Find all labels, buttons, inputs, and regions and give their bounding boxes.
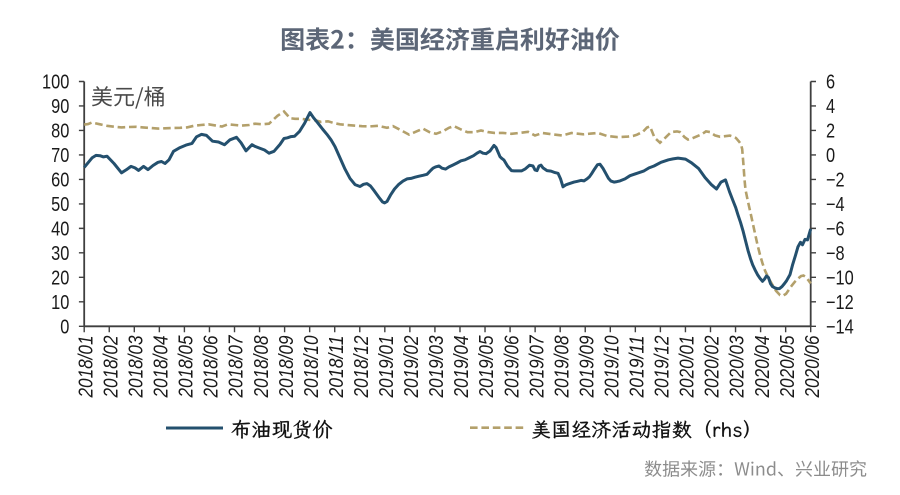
svg-text:2019/09: 2019/09 [576,336,598,399]
svg-text:2019/12: 2019/12 [652,336,674,399]
svg-text:−4: −4 [826,194,845,216]
svg-text:2018/06: 2018/06 [201,335,223,399]
svg-text:40: 40 [51,219,69,241]
svg-text:70: 70 [51,145,69,167]
svg-text:4: 4 [826,96,835,118]
svg-text:100: 100 [42,72,69,94]
svg-text:2018/04: 2018/04 [151,336,173,399]
svg-text:90: 90 [51,96,69,118]
svg-text:2019/02: 2019/02 [401,336,423,399]
svg-text:0: 0 [60,317,69,339]
svg-text:2020/06: 2020/06 [802,335,824,399]
svg-text:2019/11: 2019/11 [627,336,649,399]
svg-text:2018/01: 2018/01 [75,336,97,399]
svg-text:2018/10: 2018/10 [301,336,323,399]
svg-text:2018/05: 2018/05 [176,335,198,399]
svg-text:10: 10 [51,292,69,314]
svg-text:0: 0 [826,145,835,167]
svg-text:−6: −6 [826,219,845,241]
svg-text:2019/01: 2019/01 [376,336,398,399]
svg-text:2019/05: 2019/05 [476,335,498,399]
svg-text:−12: −12 [826,292,854,314]
svg-text:2020/01: 2020/01 [677,336,699,399]
svg-text:2019/03: 2019/03 [426,336,448,399]
svg-text:60: 60 [51,170,69,192]
svg-text:2018/03: 2018/03 [126,336,148,399]
svg-text:2019/10: 2019/10 [601,336,623,399]
svg-text:2018/09: 2018/09 [276,336,298,399]
svg-text:2019/07: 2019/07 [526,335,548,399]
svg-text:2: 2 [826,121,835,143]
svg-text:2020/02: 2020/02 [702,336,724,399]
svg-text:80: 80 [51,121,69,143]
svg-text:2018/08: 2018/08 [251,336,273,399]
svg-text:2018/12: 2018/12 [351,336,373,399]
svg-text:30: 30 [51,243,69,265]
svg-text:2018/02: 2018/02 [100,336,122,399]
svg-text:−2: −2 [826,170,845,192]
svg-text:2019/08: 2019/08 [551,336,573,399]
svg-text:−14: −14 [826,317,854,339]
svg-text:2020/03: 2020/03 [727,336,749,399]
svg-text:20: 20 [51,268,69,290]
svg-text:2020/04: 2020/04 [752,336,774,399]
svg-text:2020/05: 2020/05 [777,335,799,399]
svg-text:50: 50 [51,194,69,216]
svg-text:−8: −8 [826,243,845,265]
svg-text:−10: −10 [826,268,854,290]
svg-text:2019/04: 2019/04 [451,336,473,399]
svg-text:2019/06: 2019/06 [501,335,523,399]
svg-text:2018/11: 2018/11 [326,336,348,399]
svg-text:6: 6 [826,72,835,94]
svg-text:2018/07: 2018/07 [226,335,248,399]
